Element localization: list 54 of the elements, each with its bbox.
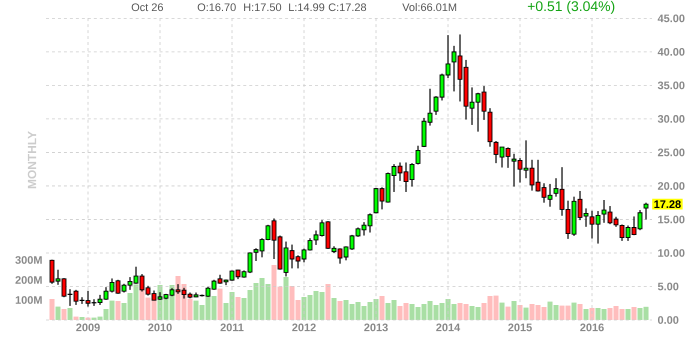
y-tick-label: 0.00 xyxy=(658,316,678,324)
bar xyxy=(331,298,337,320)
x-tick-label: 2015 xyxy=(508,324,532,332)
bar xyxy=(61,309,67,320)
x-tick-label: 2013 xyxy=(364,324,388,332)
bar xyxy=(79,317,85,320)
x-tick-label: 2014 xyxy=(436,324,460,332)
y-tick-label: 25.00 xyxy=(658,148,684,156)
y-tick-label: 10.00 xyxy=(658,249,684,257)
text: +0.51 (3.04%) xyxy=(528,0,614,14)
y-tick-label: 40.00 xyxy=(658,48,684,56)
text: Vol:66.01M xyxy=(402,3,456,12)
bar xyxy=(217,288,223,320)
candlestick xyxy=(644,202,648,220)
x-tick-label: 2010 xyxy=(148,324,172,332)
y-tick-label: 35.00 xyxy=(658,82,684,90)
bar xyxy=(379,296,385,320)
y-tick-label: 45.00 xyxy=(658,14,684,22)
annotation: 17.28 xyxy=(654,200,681,208)
x-tick-label: 2009 xyxy=(76,324,100,332)
bar xyxy=(283,277,289,320)
x-tick-label: 2016 xyxy=(580,324,604,332)
text: C:17.28 xyxy=(328,3,366,12)
bar xyxy=(505,306,511,320)
bar xyxy=(337,301,343,320)
y-tick-label: 20.00 xyxy=(658,182,684,190)
y2-tick-label: 300M xyxy=(15,256,42,264)
bar xyxy=(235,297,241,320)
bar xyxy=(115,301,121,320)
bar xyxy=(55,306,61,320)
y2-tick-label: 100M xyxy=(16,296,42,304)
y-tick-label: 15.00 xyxy=(658,216,684,224)
bar xyxy=(325,284,331,320)
bar xyxy=(511,301,517,320)
text: Oct 26 xyxy=(132,3,163,12)
text: O:16.70 xyxy=(198,3,236,12)
bar xyxy=(73,316,79,320)
y2-tick-label: 200M xyxy=(15,276,42,284)
bar xyxy=(577,304,583,320)
bar xyxy=(631,307,637,320)
bar xyxy=(499,302,505,320)
bar xyxy=(67,308,73,320)
bar xyxy=(583,309,589,320)
bar xyxy=(523,308,529,320)
x-tick-label: 2011 xyxy=(220,324,244,332)
bar xyxy=(625,309,631,320)
x-tick-label: 2012 xyxy=(292,324,316,332)
y-tick-label: 30.00 xyxy=(658,115,684,123)
bar xyxy=(49,299,55,320)
y-tick-label: 5.00 xyxy=(658,282,678,290)
text: H:17.50 xyxy=(244,3,282,12)
candlestick xyxy=(416,145,420,166)
bar xyxy=(571,302,577,320)
text: L:14.99 xyxy=(289,3,324,12)
